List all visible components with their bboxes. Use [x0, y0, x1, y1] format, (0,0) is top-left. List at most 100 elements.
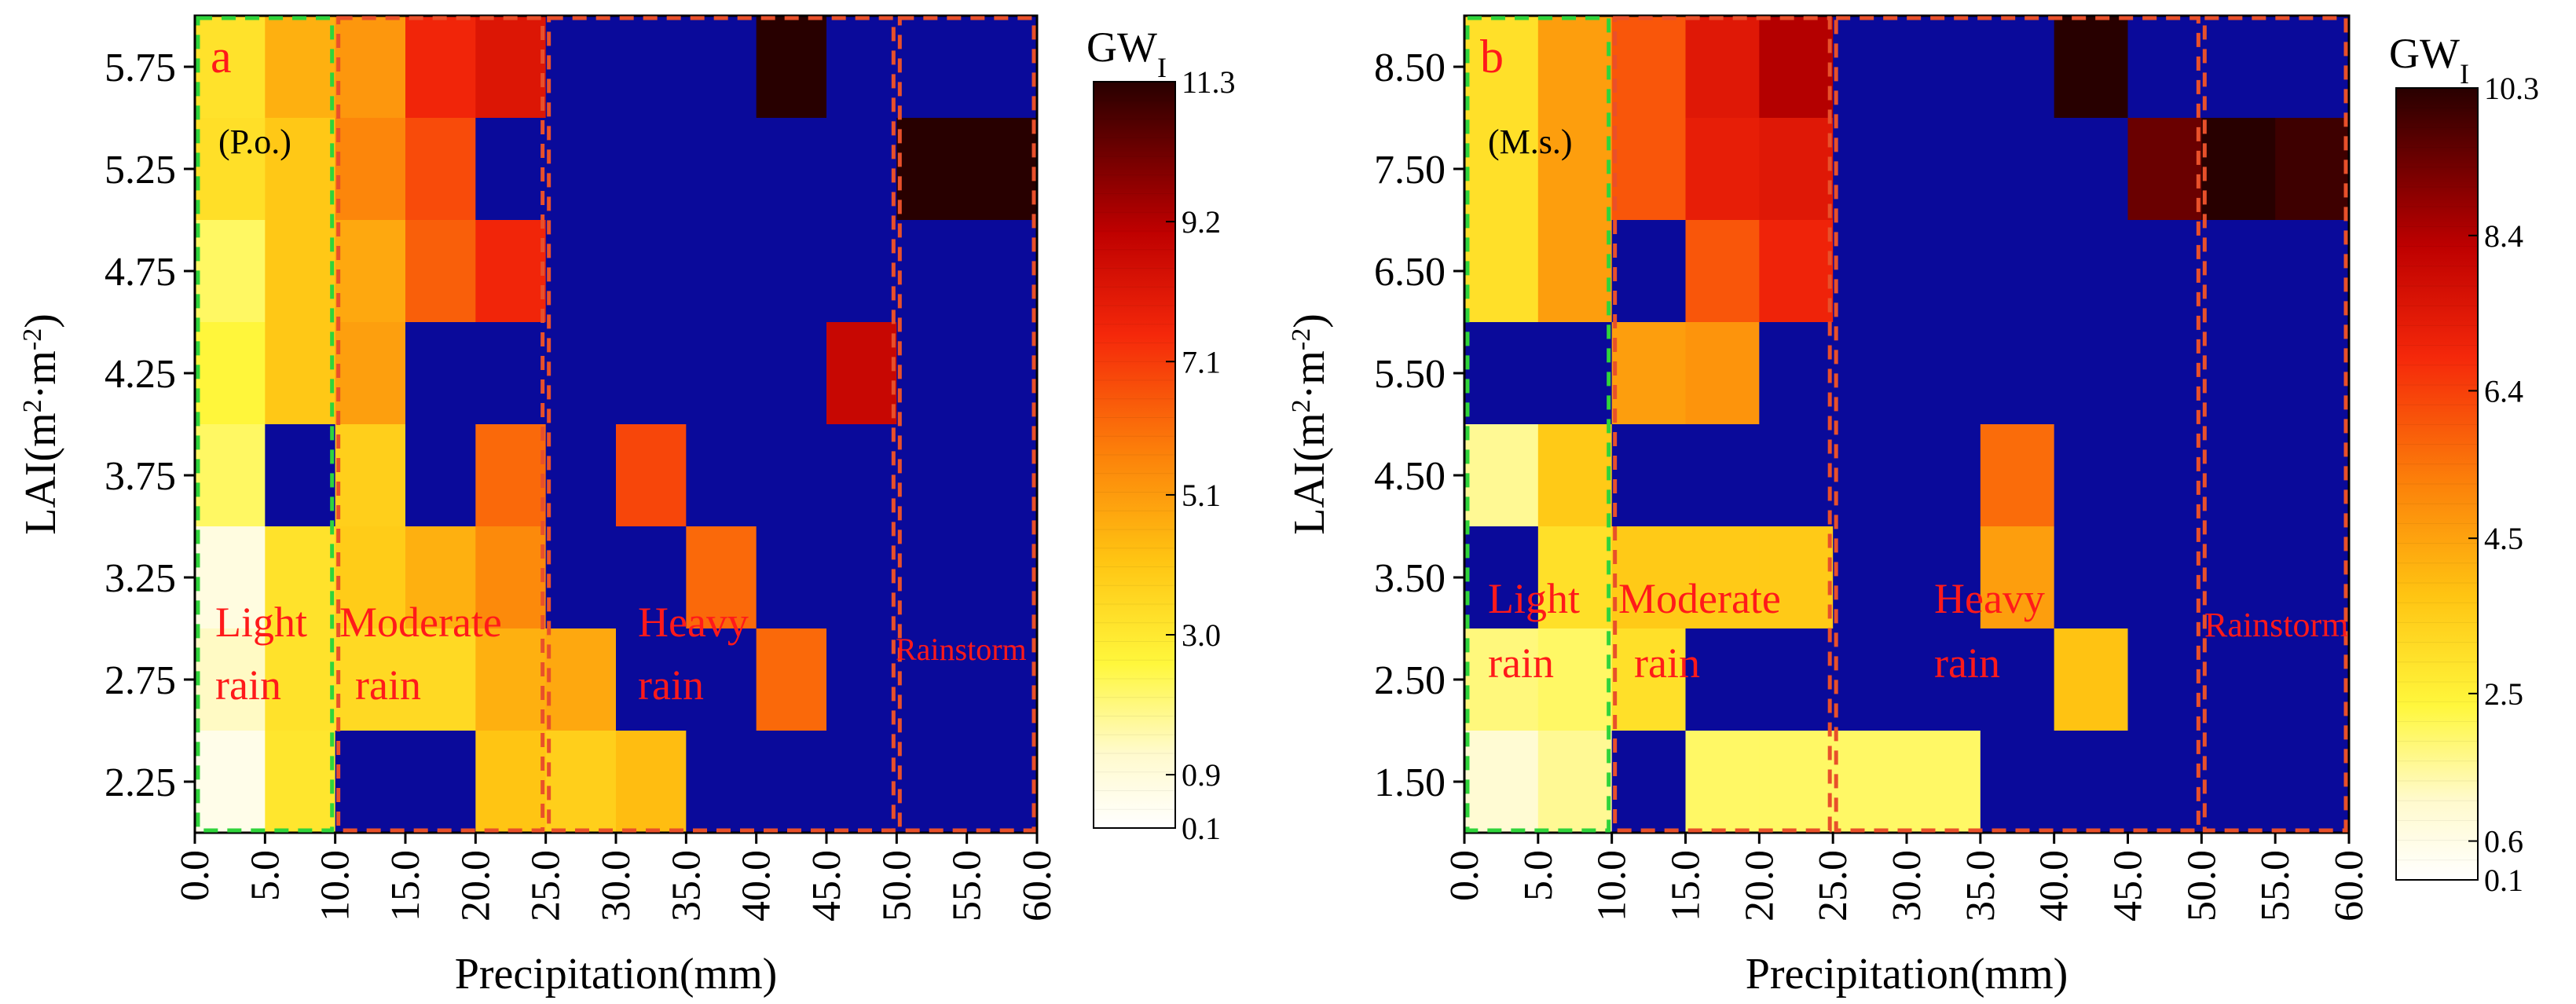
region-box-light-rain — [196, 16, 335, 833]
colorbar: GWI 10.3 8.4 6.4 4.5 2.5 0.6 0.1 — [2389, 30, 2539, 898]
x-tick-label: 50.0 — [874, 850, 919, 922]
heatmap-cell — [1537, 118, 1613, 221]
heatmap-cell — [756, 118, 827, 221]
y-tick-label: 3.75 — [104, 454, 176, 499]
heatmap-cell — [686, 526, 757, 629]
heatmap-cell — [1537, 322, 1613, 425]
heatmap-cell — [1537, 628, 1613, 731]
y-tick-label: 3.25 — [104, 556, 176, 601]
y-tick-label: 4.25 — [104, 352, 176, 397]
heatmap-cell — [826, 118, 897, 221]
region-label: rain — [1934, 639, 2000, 687]
heatmap-cell — [616, 118, 687, 221]
heatmap-cell — [1833, 322, 1907, 425]
heatmap-cell — [686, 16, 757, 119]
colorbar-title: GWI — [1086, 24, 1167, 83]
heatmap-cell — [545, 731, 617, 834]
heatmap-cell — [1980, 220, 2055, 323]
heatmap-cell — [2054, 322, 2129, 425]
species-label: (M.s.) — [1488, 123, 1573, 161]
heatmap-cell — [966, 220, 1038, 323]
x-tick-label: 15.0 — [1664, 850, 1709, 922]
heatmap-cell — [896, 220, 968, 323]
x-tick-label: 55.0 — [945, 850, 990, 922]
heatmap-cell — [335, 220, 406, 323]
heatmap-cell — [616, 322, 687, 425]
x-tick-label: 0.0 — [1442, 850, 1487, 901]
heatmap-cell — [756, 220, 827, 323]
x-tick-label: 25.0 — [524, 850, 569, 922]
colorbar-tick-label: 4.5 — [2484, 521, 2523, 556]
y-tick-label: 2.50 — [1374, 658, 1446, 703]
x-tick-label: 60.0 — [1015, 850, 1060, 922]
heatmap-cell — [2054, 220, 2129, 323]
heatmap-cell — [2275, 731, 2350, 834]
heatmap-cell — [1907, 118, 1981, 221]
heatmap-cell — [896, 16, 968, 119]
colorbar-tick-label: 0.1 — [2484, 863, 2523, 898]
heatmap-cell — [405, 731, 476, 834]
y-axis-title: LAI(m2·m-2) — [16, 313, 65, 535]
region-label: Heavy — [1934, 575, 2045, 622]
heatmap-cell — [1611, 16, 1687, 119]
panel-b: Light rain Moderate rain Heavy rain Rainstorm b… — [1285, 14, 2539, 999]
heatmap-cell — [475, 731, 547, 834]
heatmap-cell — [2054, 424, 2129, 527]
x-tick-label: 55.0 — [2253, 850, 2298, 922]
heatmap-cell — [475, 628, 547, 731]
region-box-moderate-rain — [336, 16, 545, 833]
heatmap-cell — [616, 731, 687, 834]
heatmap-cell — [616, 424, 687, 527]
y-axis-title: LAI(m2·m-2) — [1285, 313, 1334, 535]
heatmap-cell — [896, 424, 968, 527]
heatmap-cell — [1685, 526, 1760, 629]
colorbar-tick-label: 8.4 — [2484, 218, 2523, 254]
heatmap-cell — [1611, 424, 1687, 527]
region-box-moderate-rain — [1613, 16, 1832, 833]
heatmap-cell — [335, 118, 406, 221]
heatmap-cell — [1907, 731, 1981, 834]
heatmap-cell — [966, 16, 1038, 119]
region-label: Heavy — [638, 599, 749, 646]
heatmap-cell — [2054, 526, 2129, 629]
x-tick-label: 30.0 — [1885, 850, 1929, 922]
heatmap-cell — [826, 731, 897, 834]
region-label: rain — [355, 661, 421, 709]
heatmap-cell — [265, 118, 336, 221]
heatmap-cell — [1833, 731, 1907, 834]
heatmap-cell — [2275, 220, 2350, 323]
heatmap-cell — [686, 118, 757, 221]
heatmap-cell — [966, 628, 1038, 731]
heatmap-cell — [2127, 16, 2202, 119]
heatmap-cell — [2275, 118, 2350, 221]
region-label: rain — [215, 661, 281, 709]
colorbar-tick-label: 6.4 — [2484, 373, 2523, 409]
heatmap-cell — [686, 322, 757, 425]
x-axis-title: Precipitation(mm) — [1746, 950, 2068, 999]
panel-label: a — [211, 31, 232, 82]
heatmap-cell — [545, 322, 617, 425]
heatmap-cell — [896, 322, 968, 425]
heatmap-cell — [265, 220, 336, 323]
heatmap-cell — [405, 424, 476, 527]
heatmap-cell — [1833, 424, 1907, 527]
region-label: Rainstorm — [2204, 606, 2348, 644]
heatmap-cell — [1907, 16, 1981, 119]
heatmap-cell — [686, 424, 757, 527]
heatmap-cell — [1611, 220, 1687, 323]
x-tick-label: 5.0 — [243, 850, 288, 901]
region-box-rainstorm — [2202, 16, 2348, 833]
precipitation-regions: Light rain Moderate rain Heavy rain Rainstorm — [196, 16, 1036, 833]
x-tick-label: 20.0 — [1737, 850, 1782, 922]
colorbar-tick-label: 3.0 — [1182, 617, 1221, 653]
region-box-light-rain — [1465, 16, 1611, 833]
heatmap-cell — [1537, 731, 1613, 834]
heatmap-cell — [195, 731, 266, 834]
colorbar-ramp — [1093, 81, 1176, 829]
heatmap-cell — [405, 16, 476, 119]
heatmap-cell — [405, 220, 476, 323]
heatmap-cell — [335, 16, 406, 119]
heatmap-cell — [1685, 322, 1760, 425]
